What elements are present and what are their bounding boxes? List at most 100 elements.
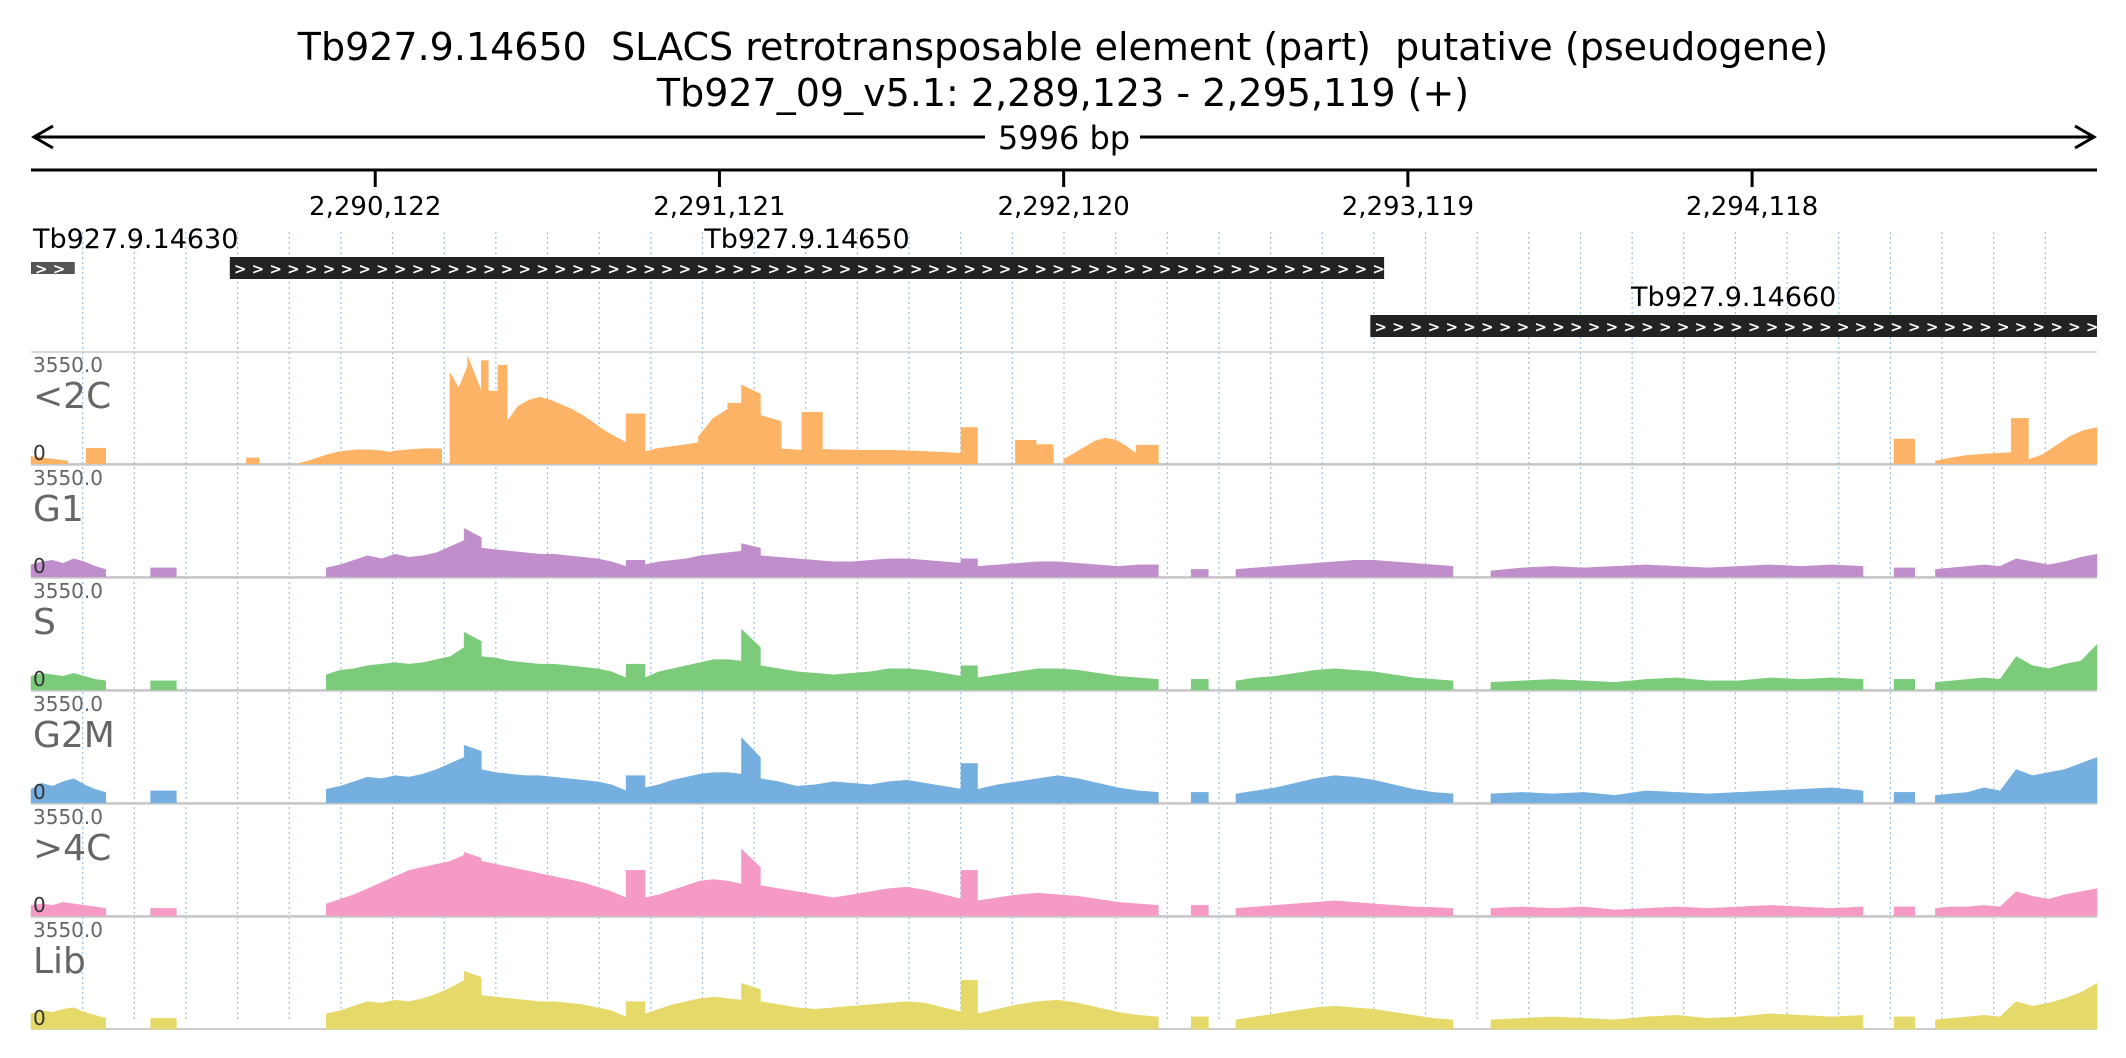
coverage-area [1235,668,1454,691]
track-ymax-label: 3550.0 [33,353,103,377]
coverage-area [960,763,978,804]
coverage-area [487,390,499,465]
coverage-area [644,772,742,804]
coverage-area [625,560,646,578]
coverage-area [2010,418,2029,465]
track-ymin-label: 0 [33,893,46,917]
track-ymax-label: 3550.0 [33,466,103,490]
coverage-area [30,778,107,804]
coverage-area [644,550,742,578]
track-ymin-label: 0 [33,780,46,804]
track-ymax-label: 3550.0 [33,918,103,942]
coverage-area [481,656,627,691]
chart-locus: Tb927_09_v5.1: 2,289,123 - 2,295,119 (+) [656,71,1470,115]
coverage-area [481,360,489,465]
coverage-area [481,769,627,804]
coverage-area [30,1007,107,1030]
coverage-area [1135,444,1159,465]
coverage-area [506,396,627,465]
coverage-area [1063,437,1137,465]
coverage-area [977,892,1159,917]
coverage-area [1235,775,1454,804]
coverage-area [977,668,1159,691]
coverage-area [463,527,482,578]
coverage-area [760,665,963,691]
coverage-area [977,561,1159,578]
track-name: >4C [33,828,111,869]
coverage-area [463,631,482,691]
ruler-tick-label: 2,291,121 [653,192,785,222]
track-ymin-label: 0 [33,441,46,465]
track-ymax-label: 3550.0 [33,805,103,829]
coverage-area [977,775,1159,804]
coverage-area [698,408,728,465]
gene-label: Tb927.9.14630 [32,224,238,255]
coverage-area [1935,982,2098,1030]
coverage-area [481,547,627,578]
gene-block [1370,315,2097,337]
track-name: G2M [33,715,115,756]
coverage-area [246,457,260,465]
coverage-area [298,449,393,465]
coverage-area [481,860,627,917]
track-name: Lib [33,941,86,982]
track-ymin-label: 0 [33,1006,46,1030]
coverage-area [1935,888,2098,917]
coverage-area [1190,569,1209,578]
coverage-area [1235,1005,1454,1030]
coverage-area [780,448,803,465]
coverage-area [625,663,646,691]
coverage-area [1490,564,1864,578]
grid-lines [82,232,2046,1022]
coverage-area [463,744,482,804]
coverage-area [1893,567,1915,578]
coverage-area [741,384,761,465]
span-arrowhead-right [2074,124,2097,150]
coverage-area [150,1018,177,1030]
coverage-area [741,736,761,804]
span-arrowhead-left [31,124,54,150]
coverage-area [741,983,761,1030]
coverage-area [85,447,107,465]
coverage-area [326,540,465,578]
coverage-area [977,999,1159,1030]
coverage-area [960,870,978,917]
coverage-area [1935,757,2098,804]
coverage-area [1235,560,1454,578]
coverage-area [326,979,465,1030]
coverage-area [30,673,107,691]
coverage-area [644,442,699,465]
ruler-tick-label: 2,293,119 [1342,192,1474,222]
coverage-area [449,366,468,465]
coverage-area [150,790,177,804]
coverage-area [497,364,508,465]
track-ymax-label: 3550.0 [33,579,103,603]
coverage-area [30,558,107,578]
coverage-area [391,448,442,465]
coverage-area [625,1001,646,1030]
coverage-area [822,449,963,465]
coverage-area [326,646,465,691]
coverage-area [760,1001,963,1030]
ruler-tick-label: 2,290,122 [309,192,441,222]
gene-track: > > Tb927.9.14630 > > > > > > > > > > > > … [31,224,2126,337]
gene-strand-arrows: > > > > > > > > > > > > > > > > > > > > … [1374,318,2126,336]
track-ymin-label: 0 [33,667,46,691]
gene-strand-arrows: > > > > > > > > > > > > > > > > > > > > … [234,260,1670,278]
coverage-area [1490,787,1864,804]
coverage-area [741,848,761,917]
coverage-area [625,775,646,804]
coverage-area [326,854,465,917]
ruler-tick-label: 2,292,120 [997,192,1129,222]
coverage-area [1893,1016,1915,1030]
gene-block [31,262,75,274]
coverage-area [644,659,742,691]
coverage-area [463,851,482,917]
coverage-area [760,885,963,917]
gene-label: Tb927.9.14660 [1630,282,1836,313]
coverage-area [644,879,742,917]
track-name: S [33,602,56,643]
coverage-area [1893,792,1915,804]
coverage-area [481,995,627,1030]
